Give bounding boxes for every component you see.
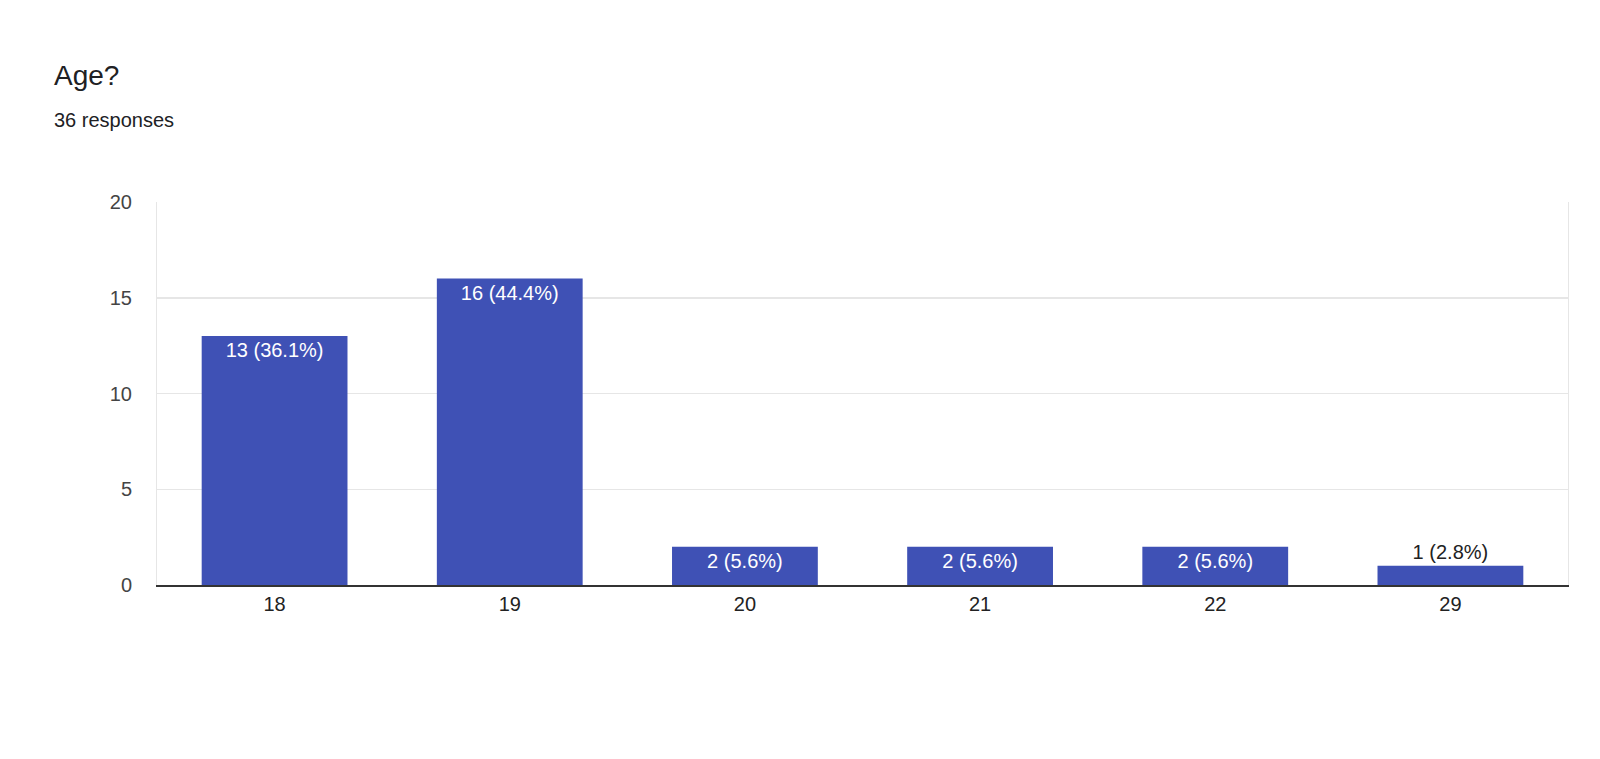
- svg-text:0: 0: [121, 574, 132, 596]
- svg-text:5: 5: [121, 478, 132, 500]
- svg-text:Age?: Age?: [54, 60, 119, 91]
- svg-text:20: 20: [734, 593, 756, 615]
- svg-text:15: 15: [110, 287, 132, 309]
- svg-text:36 responses: 36 responses: [54, 109, 174, 131]
- svg-text:18: 18: [263, 593, 285, 615]
- svg-text:20: 20: [110, 191, 132, 213]
- svg-text:2 (5.6%): 2 (5.6%): [942, 550, 1018, 572]
- svg-text:1 (2.8%): 1 (2.8%): [1413, 541, 1489, 563]
- svg-text:10: 10: [110, 383, 132, 405]
- svg-text:29: 29: [1439, 593, 1461, 615]
- svg-text:2 (5.6%): 2 (5.6%): [707, 550, 783, 572]
- svg-text:21: 21: [969, 593, 991, 615]
- svg-text:13 (36.1%): 13 (36.1%): [226, 339, 324, 361]
- svg-text:22: 22: [1204, 593, 1226, 615]
- svg-text:16 (44.4%): 16 (44.4%): [461, 282, 559, 304]
- svg-text:19: 19: [499, 593, 521, 615]
- svg-text:2 (5.6%): 2 (5.6%): [1177, 550, 1253, 572]
